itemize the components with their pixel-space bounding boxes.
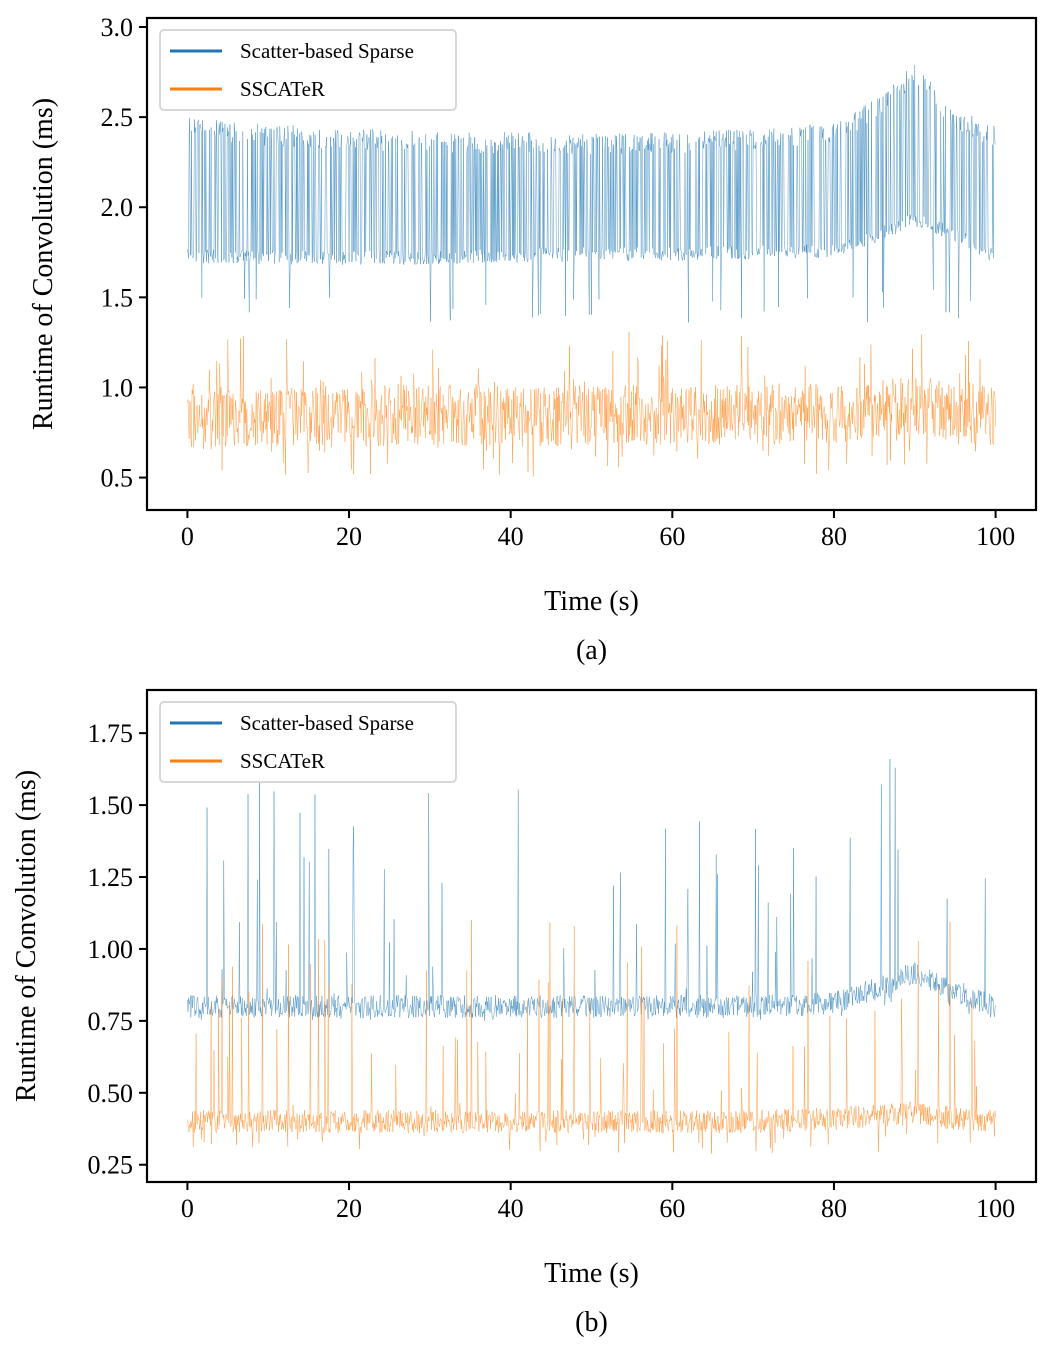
legend: Scatter-based Sparse SSCATeR	[159, 29, 457, 111]
x-tick-label: 60	[659, 1194, 685, 1223]
x-axis-label: Time (s)	[544, 586, 639, 617]
y-tick-label: 1.25	[88, 863, 134, 892]
x-tick-label: 40	[498, 522, 524, 551]
legend-box	[159, 29, 457, 111]
axes-frame	[145, 16, 1038, 512]
x-axis-label: Time (s)	[544, 1258, 639, 1289]
legend-label-sscater: SSCATeR	[240, 749, 325, 773]
y-tick-label: 1.5	[101, 283, 134, 312]
chart-panel-a: 0 20 40 60 80 100 0.5 1.0 1.5 2.0 2.5 3.0 Time (s) Ru…	[28, 13, 1038, 666]
legend-label-scatter-based-sparse: Scatter-based Sparse	[240, 711, 414, 735]
legend: Scatter-based Sparse SSCATeR	[159, 701, 457, 783]
x-tick-label: 100	[976, 522, 1015, 551]
y-tick-label: 3.0	[101, 13, 134, 42]
chart-panel-b: 0 20 40 60 80 100 0.25 0.50 0.75 1.00 1.25 1.50 1.75…	[11, 688, 1038, 1338]
legend-label-sscater: SSCATeR	[240, 77, 325, 101]
x-tick-label: 0	[181, 522, 194, 551]
series-trace-sscater	[187, 920, 996, 1154]
series-trace-scatter-based-sparse	[187, 759, 996, 1021]
y-tick-label: 1.0	[101, 373, 134, 402]
legend-label-scatter-based-sparse: Scatter-based Sparse	[240, 39, 414, 63]
y-tick-label: 1.00	[88, 935, 134, 964]
x-tick-label: 20	[336, 1194, 362, 1223]
axes-frame	[145, 688, 1038, 1184]
y-tick-label: 0.75	[88, 1007, 134, 1036]
x-tick-label: 40	[498, 1194, 524, 1223]
y-axis-label: Runtime of Convolution (ms)	[28, 98, 59, 430]
series-trace-sscater	[187, 332, 996, 477]
y-tick-label: 0.25	[88, 1151, 134, 1180]
x-tick-label: 80	[821, 522, 847, 551]
legend-box	[159, 701, 457, 783]
y-axis-label: Runtime of Convolution (ms)	[11, 770, 42, 1102]
y-tick-label: 2.5	[101, 103, 134, 132]
x-tick-label: 100	[976, 1194, 1015, 1223]
x-tick-label: 20	[336, 522, 362, 551]
y-tick-label: 1.75	[88, 719, 134, 748]
panel-label: (a)	[576, 635, 607, 666]
x-tick-label: 80	[821, 1194, 847, 1223]
panel-label: (b)	[575, 1307, 608, 1338]
y-tick-label: 0.50	[88, 1079, 134, 1108]
x-tick-label: 0	[181, 1194, 194, 1223]
series-trace-scatter-based-sparse	[187, 64, 996, 323]
y-tick-label: 1.50	[88, 791, 134, 820]
x-tick-label: 60	[659, 522, 685, 551]
y-tick-label: 2.0	[101, 193, 134, 222]
y-tick-label: 0.5	[101, 464, 134, 493]
